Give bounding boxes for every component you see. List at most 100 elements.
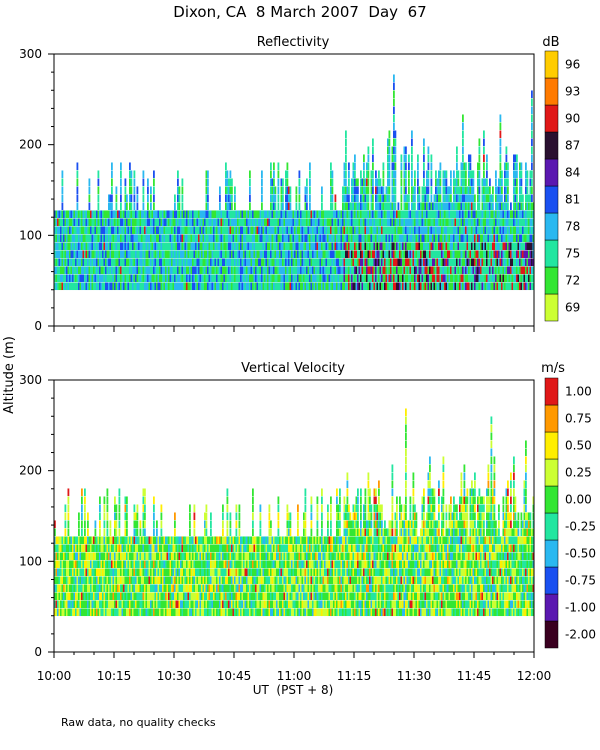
heatmap-cell — [457, 242, 460, 251]
heatmap-cell — [336, 218, 338, 227]
heatmap-cell — [87, 250, 89, 259]
heatmap-cell — [210, 258, 212, 267]
heatmap-cell — [276, 226, 278, 235]
heatmap-cell — [259, 274, 262, 283]
heatmap-cell — [378, 178, 380, 187]
heatmap-cell — [87, 266, 89, 275]
heatmap-cell — [99, 528, 101, 537]
heatmap-cell — [282, 210, 284, 219]
heatmap-cell — [57, 242, 59, 251]
heatmap-cell — [501, 194, 503, 203]
heatmap-cell — [309, 162, 311, 171]
heatmap-cell — [462, 242, 464, 251]
heatmap-cell — [55, 218, 58, 227]
heatmap-cell — [477, 282, 479, 291]
heatmap-cell — [205, 186, 208, 195]
heatmap-cell — [468, 218, 470, 227]
heatmap-cell — [82, 250, 85, 259]
heatmap-cell — [330, 178, 332, 187]
heatmap-cell — [124, 282, 127, 291]
heatmap-cell — [465, 266, 467, 275]
heatmap-cell — [300, 210, 302, 219]
heatmap-cell — [310, 266, 313, 275]
heatmap-cell — [430, 226, 433, 235]
heatmap-cell — [142, 226, 145, 235]
heatmap-cell — [418, 234, 421, 243]
heatmap-cell — [57, 266, 59, 275]
heatmap-cell — [54, 282, 56, 291]
heatmap-cell — [130, 178, 133, 187]
heatmap-cell — [363, 186, 365, 195]
heatmap-cell — [346, 210, 349, 219]
heatmap-cell — [480, 274, 482, 283]
heatmap-cell — [210, 242, 212, 251]
heatmap-cell — [393, 162, 395, 171]
heatmap-cell — [433, 282, 436, 291]
heatmap-cell — [411, 274, 413, 283]
heatmap-cell — [165, 258, 167, 267]
heatmap-cell — [301, 274, 304, 283]
heatmap-cell — [343, 274, 346, 283]
heatmap-cell — [403, 266, 406, 275]
heatmap-cell — [175, 210, 178, 219]
heatmap-cell — [115, 210, 118, 219]
heatmap-cell — [459, 186, 461, 195]
heatmap-cell — [459, 218, 461, 227]
heatmap-cell — [70, 274, 73, 283]
heatmap-cell — [105, 242, 107, 251]
heatmap-cell — [69, 266, 71, 275]
heatmap-cell — [324, 282, 326, 291]
heatmap-cell — [465, 226, 467, 235]
heatmap-cell — [384, 242, 386, 251]
heatmap-cell — [208, 274, 211, 283]
heatmap-cell — [462, 274, 464, 283]
heatmap-column — [289, 186, 292, 291]
heatmap-cell — [234, 250, 236, 259]
heatmap-cell — [63, 274, 65, 283]
heatmap-cell — [424, 282, 427, 291]
heatmap-cell — [267, 250, 269, 259]
heatmap-cell — [198, 242, 200, 251]
heatmap-cell — [211, 266, 214, 275]
heatmap-cell — [258, 266, 260, 275]
heatmap-cell — [439, 250, 442, 259]
heatmap-cell — [462, 218, 464, 227]
heatmap-cell — [169, 234, 172, 243]
heatmap-cell — [277, 282, 280, 291]
heatmap-cell — [214, 266, 217, 275]
heatmap-cell — [286, 242, 289, 251]
heatmap-cell — [304, 226, 307, 235]
heatmap-cell — [91, 258, 94, 267]
heatmap-cell — [450, 234, 452, 243]
heatmap-cell — [204, 282, 206, 291]
heatmap-cell — [418, 242, 421, 251]
heatmap-cell — [54, 210, 56, 219]
heatmap-cell — [367, 146, 370, 155]
heatmap-cell — [501, 178, 503, 187]
heatmap-cell — [142, 258, 145, 267]
heatmap-cell — [469, 170, 472, 179]
heatmap-cell — [124, 250, 127, 259]
heatmap-cell — [390, 210, 392, 219]
heatmap-cell — [489, 186, 491, 195]
heatmap-cell — [115, 234, 118, 243]
heatmap-column — [322, 210, 325, 291]
heatmap-column — [85, 210, 88, 291]
heatmap-cell — [340, 234, 343, 243]
heatmap-cell — [273, 186, 275, 195]
heatmap-cell — [231, 242, 233, 251]
heatmap-cell — [361, 202, 364, 211]
heatmap-cell — [312, 282, 314, 291]
heatmap-cell — [81, 282, 83, 291]
heatmap-cell — [352, 282, 355, 291]
heatmap-cell — [295, 250, 298, 259]
heatmap-cell — [261, 186, 263, 195]
heatmap-column — [133, 170, 136, 291]
heatmap-cell — [396, 210, 398, 219]
heatmap-cell — [462, 226, 464, 235]
heatmap-cell — [477, 250, 479, 259]
heatmap-cell — [136, 186, 139, 195]
heatmap-cell — [379, 258, 382, 267]
heatmap-cell — [292, 282, 295, 291]
heatmap-cell — [76, 242, 79, 251]
